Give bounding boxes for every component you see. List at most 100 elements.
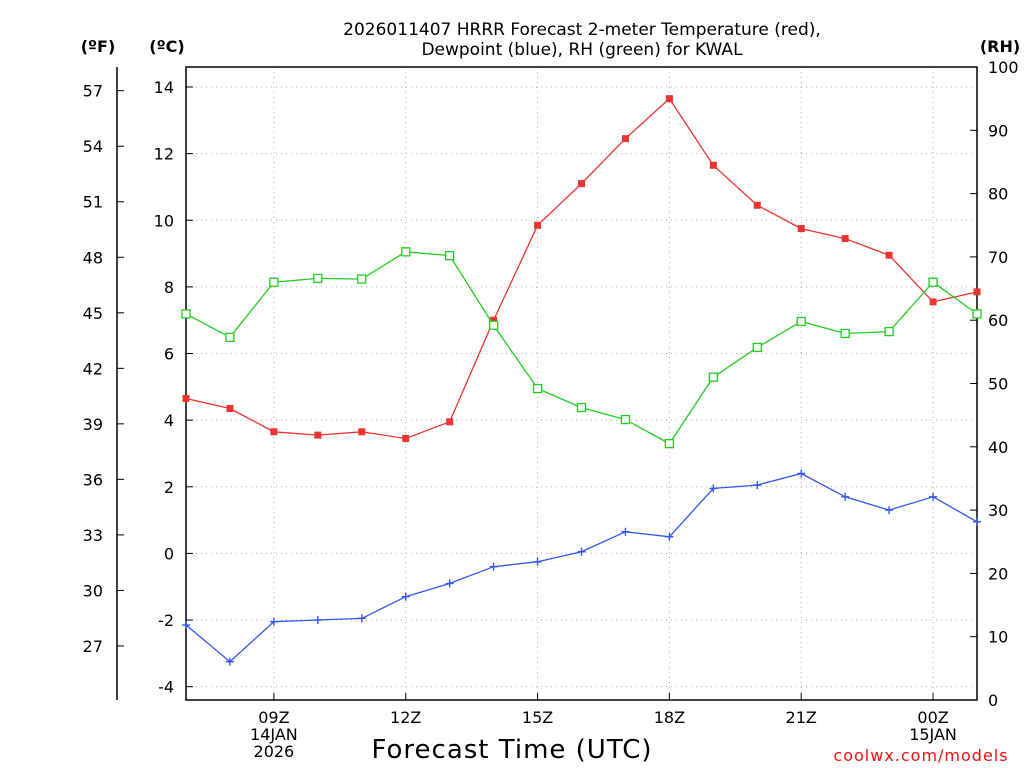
dewpoint-point	[621, 527, 630, 536]
dewpoint-point	[445, 579, 454, 588]
temperature-point	[402, 434, 410, 442]
celsius-tick-label: 2	[164, 478, 174, 497]
rh-tick-label: 20	[988, 564, 1008, 583]
temperature-point	[226, 404, 234, 412]
temperature-point	[709, 161, 717, 169]
dewpoint-point	[489, 562, 498, 571]
celsius-tick-label: 6	[164, 345, 174, 364]
dewpoint-point	[313, 616, 322, 625]
dewpoint-point	[709, 484, 718, 493]
fahrenheit-tick-label: 45	[83, 304, 103, 323]
fahrenheit-tick-label: 54	[83, 137, 103, 156]
plot-border	[185, 66, 978, 701]
temperature-point	[797, 225, 805, 233]
fahrenheit-tick-label: 42	[83, 359, 103, 378]
x-tick-label: 00Z	[917, 708, 948, 727]
rh-line	[185, 251, 978, 445]
rh-point	[313, 273, 323, 284]
rh-point	[928, 277, 938, 287]
rh-point	[488, 320, 499, 330]
rh-point	[401, 247, 411, 257]
rh-point	[664, 438, 675, 449]
dewpoint-point	[182, 621, 190, 630]
rh-tick-label: 70	[988, 248, 1008, 267]
temperature-line	[185, 97, 978, 440]
x-tick-label: 12Z	[390, 708, 421, 727]
rh-tick-label: 60	[988, 311, 1008, 330]
rh-point	[620, 414, 631, 425]
celsius-tick-label: 4	[164, 411, 174, 430]
temperature-point	[929, 298, 937, 306]
rh-point	[796, 316, 806, 327]
x-tick-label: 2026	[254, 742, 295, 761]
dewpoint-point	[533, 557, 542, 566]
temperature-point	[753, 201, 761, 209]
fahrenheit-tick-label: 48	[83, 248, 103, 267]
celsius-tick-label: -4	[158, 678, 174, 697]
celsius-unit-label: (ºC)	[149, 37, 184, 56]
x-tick-label: 14JAN	[250, 725, 298, 744]
temperature-point	[973, 288, 981, 296]
dewpoint-point	[973, 517, 981, 526]
rh-tick-label: 10	[988, 628, 1008, 647]
dewpoint-line	[185, 472, 978, 663]
temperature-point	[490, 316, 498, 324]
fahrenheit-tick-label: 36	[83, 470, 103, 489]
dewpoint-point	[577, 547, 586, 556]
fahrenheit-tick-label: 39	[83, 415, 103, 434]
dewpoint-point	[929, 492, 938, 501]
temperature-point	[534, 221, 542, 229]
fahrenheit-unit-label: (ºF)	[81, 37, 116, 56]
rh-point	[576, 402, 587, 413]
rh-point	[708, 372, 718, 382]
rh-point	[181, 309, 191, 319]
fahrenheit-tick-label: 27	[83, 637, 103, 656]
celsius-tick-label: 10	[154, 211, 174, 230]
dewpoint-point	[357, 614, 366, 623]
x-tick-label: 21Z	[786, 708, 817, 727]
rh-point	[357, 274, 367, 284]
rh-tick-label: 80	[988, 185, 1008, 204]
celsius-tick-label: 8	[164, 278, 174, 297]
x-tick-label: 09Z	[258, 708, 289, 727]
dewpoint-point	[401, 592, 410, 601]
rh-point	[752, 342, 762, 353]
x-tick-label: 18Z	[654, 708, 685, 727]
dewpoint-point	[225, 657, 234, 666]
x-tick-label: 15Z	[522, 708, 553, 727]
rh-point	[884, 326, 894, 337]
temperature-point	[621, 135, 629, 143]
temperature-point	[182, 394, 190, 402]
temperature-point	[314, 431, 322, 439]
temperature-point	[841, 235, 849, 243]
temperature-point	[358, 428, 366, 436]
rh-tick-label: 30	[988, 501, 1008, 520]
data-series	[181, 95, 982, 666]
dewpoint-point	[841, 492, 850, 501]
fahrenheit-tick-label: 51	[83, 193, 103, 212]
temperature-point	[446, 418, 454, 426]
rh-point	[445, 250, 455, 261]
rh-tick-label: 40	[988, 438, 1008, 457]
celsius-tick-label: 0	[164, 544, 174, 563]
dewpoint-point	[269, 617, 278, 626]
celsius-tick-label: 12	[154, 145, 174, 164]
x-axis-label: Forecast Time (UTC)	[371, 735, 652, 765]
celsius-tick-label: -2	[158, 611, 174, 630]
rh-tick-label: 100	[988, 58, 1019, 77]
chart-title-line2: Dewpoint (blue), RH (green) for KWAL	[421, 40, 743, 60]
dewpoint-point	[753, 481, 762, 490]
fahrenheit-tick-label: 33	[83, 526, 103, 545]
grid-lines	[186, 67, 977, 700]
rh-unit-label: (RH)	[980, 37, 1020, 56]
dewpoint-point	[665, 532, 674, 541]
fahrenheit-tick-label: 57	[83, 82, 103, 101]
rh-tick-label: 50	[988, 375, 1008, 394]
dewpoint-point	[797, 469, 806, 478]
chart-title-line1: 2026011407 HRRR Forecast 2-meter Tempera…	[343, 20, 821, 40]
temperature-point	[578, 180, 585, 188]
rh-point	[225, 332, 235, 342]
temperature-point	[885, 251, 893, 259]
celsius-tick-label: 14	[154, 78, 174, 97]
